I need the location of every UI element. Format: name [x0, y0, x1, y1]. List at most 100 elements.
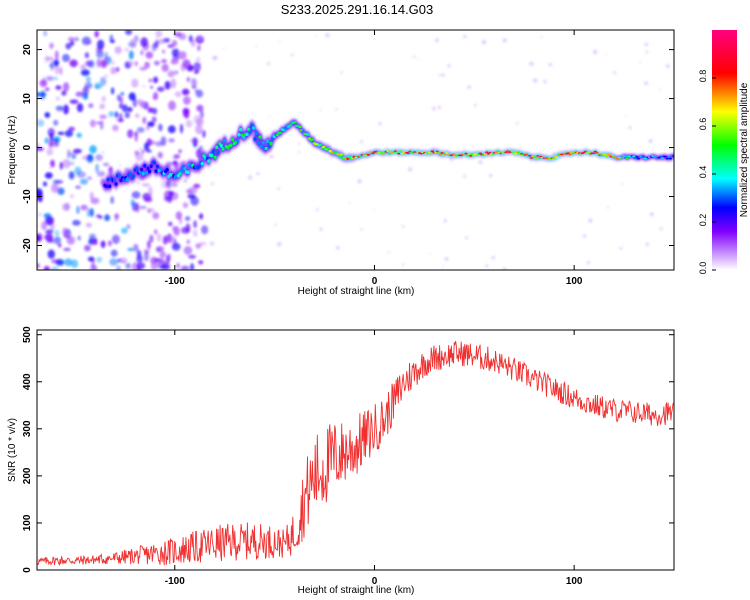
noise-blob [156, 245, 165, 253]
noise-blob [150, 85, 154, 89]
ridge-core [469, 155, 473, 157]
noise-blob [186, 77, 191, 82]
ridge-core [261, 141, 265, 145]
noise-blob [145, 51, 154, 59]
noise-blob [114, 46, 122, 54]
noise-blob [62, 159, 71, 169]
noise-blob [42, 76, 46, 85]
faint-dot [413, 55, 416, 59]
noise-blob [57, 187, 65, 195]
ridge-core [223, 138, 227, 143]
noise-blob [190, 80, 198, 85]
noise-blob [94, 82, 103, 89]
faint-dot [117, 118, 120, 121]
ridge-core [379, 151, 383, 154]
noise-blob [68, 171, 75, 180]
noise-blob [151, 116, 157, 123]
noise-blob [188, 254, 197, 259]
ridge-core [269, 141, 273, 146]
ridge-core [306, 133, 310, 136]
ridge-core [485, 151, 489, 153]
noise-blob [101, 95, 106, 103]
noise-blob [89, 208, 94, 217]
ridge-core [183, 166, 187, 171]
faint-dot [49, 166, 52, 170]
ridge-core [149, 164, 153, 168]
noise-blob [147, 240, 151, 250]
noise-blob [173, 154, 181, 159]
faint-dot [255, 45, 258, 48]
ridge-core [419, 152, 423, 155]
ridge-core [186, 170, 190, 175]
noise-blob [153, 229, 158, 235]
ridge-core [264, 146, 268, 151]
faint-dot [489, 174, 493, 178]
faint-dot [628, 126, 632, 130]
noise-blob [141, 149, 145, 155]
noise-blob [70, 259, 79, 269]
ridge-core [593, 150, 597, 153]
noise-blob [100, 76, 107, 86]
noise-blob [37, 143, 41, 147]
faint-dot [481, 39, 487, 45]
faint-dot [438, 74, 441, 77]
noise-blob [69, 59, 78, 68]
noise-blob [147, 121, 155, 127]
spectrogram-frame [36, 29, 675, 271]
noise-blob [179, 218, 183, 225]
ridge-core [659, 156, 663, 158]
ridge-core [154, 169, 158, 173]
noise-blob [128, 50, 134, 60]
noise-blob [155, 39, 160, 45]
noise-blob [54, 230, 60, 237]
snr-y-tick-label: 100 [22, 514, 33, 531]
noise-blob [165, 180, 172, 189]
noise-blob [55, 259, 65, 266]
faint-dot [156, 37, 159, 40]
faint-dot [502, 267, 507, 270]
noise-blob [146, 125, 150, 131]
faint-dot [540, 36, 543, 39]
faint-dot [130, 60, 134, 65]
ridge-core [117, 173, 121, 178]
faint-dot [199, 36, 203, 40]
noise-blob [162, 235, 168, 245]
colorbar-gradient [712, 30, 737, 270]
noise-blob [196, 104, 204, 112]
noise-blob [95, 154, 103, 161]
snr-line [37, 341, 674, 567]
ridge-core [533, 156, 537, 158]
snr-x-tick-label: 0 [372, 576, 378, 587]
faint-dot [142, 85, 145, 88]
colorbar-ticks: 0.0 0.2 0.4 0.6 0.8 [698, 70, 716, 274]
ridge-core [144, 171, 148, 175]
snr-frame [36, 329, 675, 571]
noise-blob [44, 172, 53, 179]
noise-blob [125, 262, 131, 269]
figure-title: S233.2025.291.16.14.G03 [281, 2, 434, 17]
faint-dot [214, 55, 218, 60]
ridge-core [665, 157, 669, 160]
faint-dot [613, 71, 617, 74]
noise-blob [111, 87, 115, 95]
ridge-core [293, 121, 297, 124]
spectrogram-y-tick-label: -10 [22, 189, 33, 204]
faint-dot [582, 234, 587, 238]
faint-dot [543, 79, 547, 84]
noise-blob [50, 159, 55, 168]
noise-blob [132, 202, 138, 212]
ridge-core [326, 147, 331, 150]
ridge-core [152, 160, 156, 165]
faint-dot [256, 172, 260, 176]
ridge-core [358, 155, 363, 157]
faint-dot [441, 73, 445, 77]
noise-blob [80, 69, 90, 76]
noise-blob [73, 148, 82, 154]
ridge-core [488, 151, 492, 154]
noise-blob [140, 37, 148, 48]
ridge-core [165, 168, 169, 172]
noise-blob [49, 60, 55, 71]
ridge-core [494, 151, 498, 154]
noise-blob [114, 111, 118, 119]
ridge-core [386, 150, 390, 152]
